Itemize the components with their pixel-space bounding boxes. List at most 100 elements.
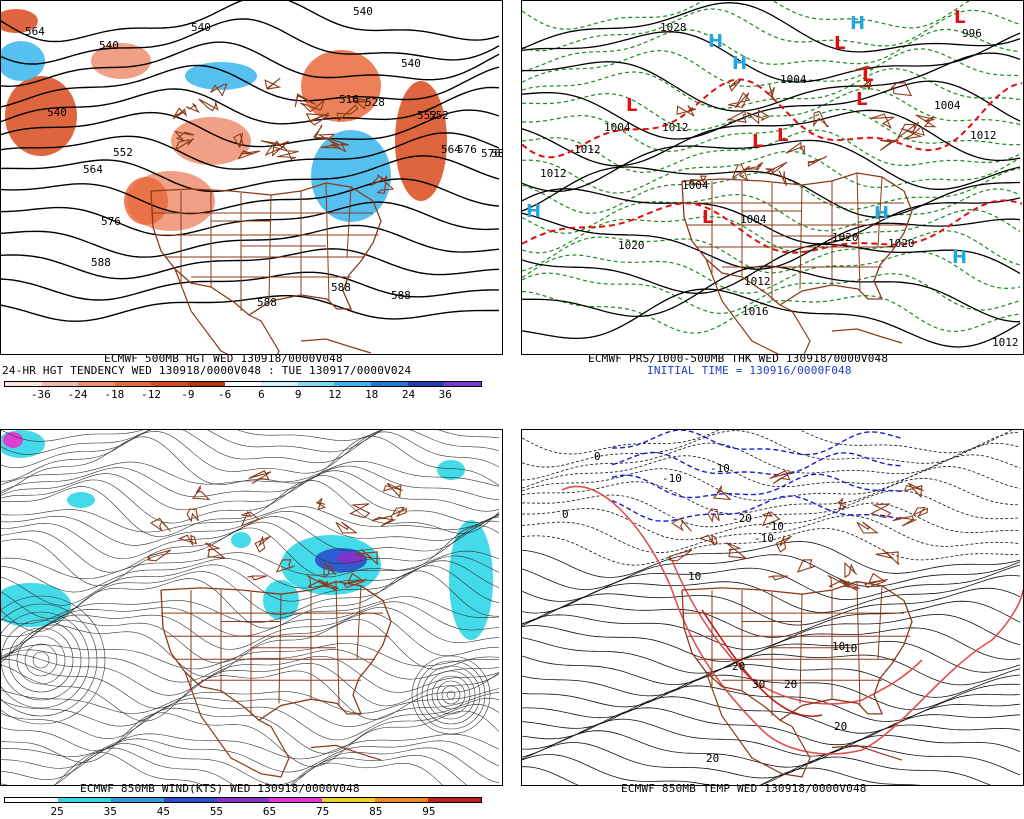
state-border [346, 186, 352, 258]
height-contour [1, 109, 500, 148]
temp-contour [522, 575, 1021, 614]
height-contour-label: 516 [339, 93, 359, 106]
temp-contour-label: -10 [764, 520, 784, 533]
wind-speed-area [449, 520, 493, 640]
high-pressure-symbol: H [850, 13, 865, 34]
streamline [1, 475, 500, 524]
height-contour-label: 564 [441, 143, 461, 156]
isobar [522, 31, 1021, 83]
legend-swatch [188, 382, 225, 386]
thickness-contour [522, 251, 1021, 294]
legend-tick-label: 12 [328, 388, 342, 400]
isobar-label: 1028 [660, 21, 687, 34]
wind-legend-bar [4, 797, 482, 803]
thickness-contour [522, 48, 1021, 88]
prs-initial-time: INITIAL TIME = 130916/0000F048 [647, 364, 852, 377]
thickness-contour [522, 188, 1021, 234]
streamline [1, 516, 500, 560]
temp-contour-label: -10 [754, 532, 774, 545]
streamline [1, 658, 500, 709]
state-border [268, 194, 272, 300]
temp-contour-label: -10 [662, 472, 682, 485]
legend-tick-label: 9 [294, 388, 302, 400]
isobar-label: 1012 [574, 143, 601, 156]
us-outline [150, 182, 382, 316]
thickness-540-line [522, 78, 1023, 159]
height-contour-label: 576 [457, 143, 477, 156]
streamline [1, 601, 500, 638]
map-pressure-thickness: 1028 1004 1012 1012 1020 1020 1004 1012 1016 1004… [521, 0, 1024, 355]
legend-swatch [375, 798, 429, 802]
temp-contour [522, 742, 1021, 779]
streamline-vortex [426, 670, 476, 720]
isobar-label: 1012 [992, 336, 1019, 349]
height-contour [1, 1, 500, 43]
streamline [1, 643, 500, 670]
isobar-label: 1004 [780, 73, 807, 86]
isobar-label: 1012 [744, 275, 771, 288]
legend-swatch [371, 382, 408, 386]
legend-swatch [41, 382, 79, 386]
panel-500mb-height: 540 540 540 540 552 552 564 564 576 576 588 588 588 5… [0, 0, 503, 400]
height-contour-label: 588 [391, 289, 411, 302]
temp-caption: ECMWF 850MB TEMP WED 130918/0000V048 [621, 782, 867, 795]
streamline [1, 596, 500, 625]
legend-swatch [151, 382, 189, 386]
height-contour [1, 224, 500, 258]
streamline [1, 649, 500, 683]
legend-swatch [224, 382, 262, 386]
thickness-contour [522, 290, 1021, 334]
streamline [1, 733, 500, 760]
state-border [856, 581, 861, 706]
height-contour-label: 58 [491, 147, 502, 160]
hgt-tendency-area [395, 81, 447, 201]
temp-contour-cold [611, 451, 903, 476]
streamline-vortex [421, 665, 481, 725]
streamline-vortex [32, 651, 50, 669]
temp-contour-label: 20 [706, 752, 719, 765]
legend-tick-label: -9 [181, 388, 195, 400]
hgt-subtitle: 24-HR HGT TENDENCY WED 130918/0000V048 :… [2, 364, 412, 377]
height-contour-label: 588 [91, 256, 111, 269]
legend-tick-label: 85 [369, 805, 383, 818]
legend-swatch [163, 798, 217, 802]
isobar [522, 243, 1021, 294]
canada-coastline [668, 469, 928, 591]
height-contour-label: 576 [101, 215, 121, 228]
temp-contour [522, 442, 1021, 481]
hgt-tendency-area [1, 41, 45, 81]
streamline [1, 692, 500, 727]
streamline [1, 654, 500, 696]
legend-tick-label: 95 [422, 805, 436, 818]
isobar [522, 2, 1021, 53]
streamline-vortex [1, 595, 106, 725]
streamline [1, 460, 500, 487]
streamline [1, 565, 500, 619]
height-contour-label: 564 [25, 25, 45, 38]
caribbean-islands [310, 744, 382, 761]
thickness-contour [522, 129, 1021, 174]
temp-contour-label: 10 [688, 570, 701, 583]
legend-tick-label: 6 [258, 388, 265, 400]
streamline [1, 743, 500, 785]
legend-tick-label: -18 [104, 388, 125, 400]
temp-contour [522, 515, 1021, 554]
low-pressure-symbol: L [954, 7, 965, 28]
wind-speed-area [437, 460, 465, 480]
panel-850mb-wind: ECMWF 850MB WIND(KTS) WED 130918/0000V04… [0, 418, 503, 818]
hgt-tendency-area [171, 117, 251, 165]
state-border [877, 585, 883, 660]
streamline-vortex [441, 685, 461, 705]
height-contour-label: 528 [365, 96, 385, 109]
height-contour [1, 271, 499, 301]
legend-swatch [78, 382, 115, 386]
temp-contour [522, 430, 1021, 468]
us-outline [681, 580, 913, 722]
streamline [1, 710, 500, 768]
streamline [1, 612, 499, 664]
temp-contour [522, 637, 1021, 674]
state-border [799, 594, 803, 704]
legend-swatch [5, 382, 42, 386]
temp-contour [522, 554, 1021, 590]
wind-map-svg [1, 430, 500, 785]
